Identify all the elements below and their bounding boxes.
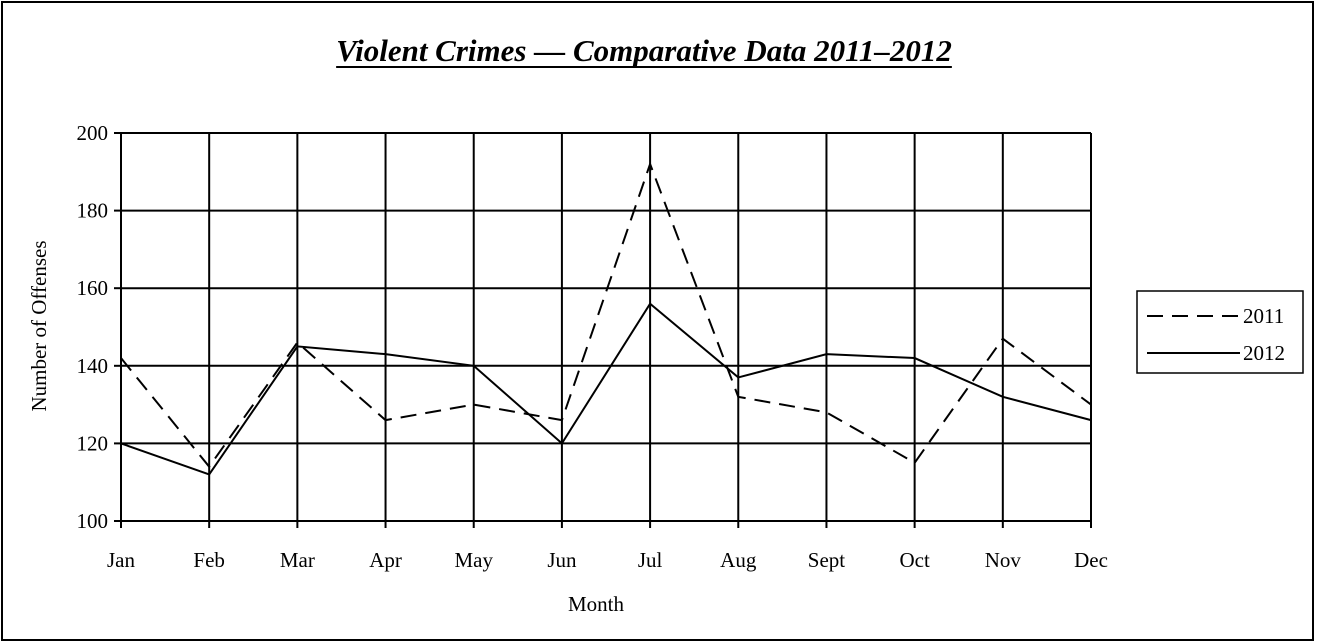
y-tick-labels: 100 120 140 160 180 200 [77, 121, 109, 533]
x-tick-label: Nov [985, 548, 1022, 572]
legend-box [1136, 290, 1304, 374]
gridlines [120, 132, 1092, 522]
y-tick-label: 200 [77, 121, 109, 145]
y-tick-label: 100 [77, 509, 109, 533]
x-tick-label: Oct [899, 548, 929, 572]
x-tick-label: Aug [720, 548, 757, 572]
y-tick-label: 180 [77, 199, 109, 223]
x-tick-label: May [454, 548, 493, 572]
x-axis-label: Month [568, 592, 625, 616]
y-tick-label: 120 [77, 431, 109, 455]
legend: 2011 2012 [1136, 290, 1304, 374]
y-tick-label: 140 [77, 354, 109, 378]
legend-label-2011: 2011 [1243, 304, 1284, 328]
x-tick-labels: Jan Feb Mar Apr May Jun Jul Aug Sept Oct Nov Dec [107, 548, 1108, 572]
y-tick-label: 160 [77, 276, 109, 300]
series-lines [120, 161, 1092, 476]
x-tick-label: Feb [193, 548, 225, 572]
series-line-2012 [120, 302, 1092, 476]
line-chart: Violent Crimes — Comparative Data 2011–2… [27, 33, 1304, 616]
series-line-2011 [120, 161, 1092, 469]
x-tick-label: Mar [280, 548, 315, 572]
chart-title: Violent Crimes — Comparative Data 2011–2… [336, 33, 952, 68]
x-tick-label: Sept [808, 548, 846, 572]
axes [114, 132, 1092, 528]
x-tick-label: Apr [369, 548, 402, 572]
y-axis-label: Number of Offenses [27, 240, 51, 411]
x-tick-label: Jul [638, 548, 663, 572]
x-tick-label: Dec [1074, 548, 1108, 572]
chart-title-group: Violent Crimes — Comparative Data 2011–2… [336, 33, 952, 68]
x-tick-label: Jun [547, 548, 577, 572]
legend-label-2012: 2012 [1243, 341, 1285, 365]
x-tick-label: Jan [107, 548, 135, 572]
